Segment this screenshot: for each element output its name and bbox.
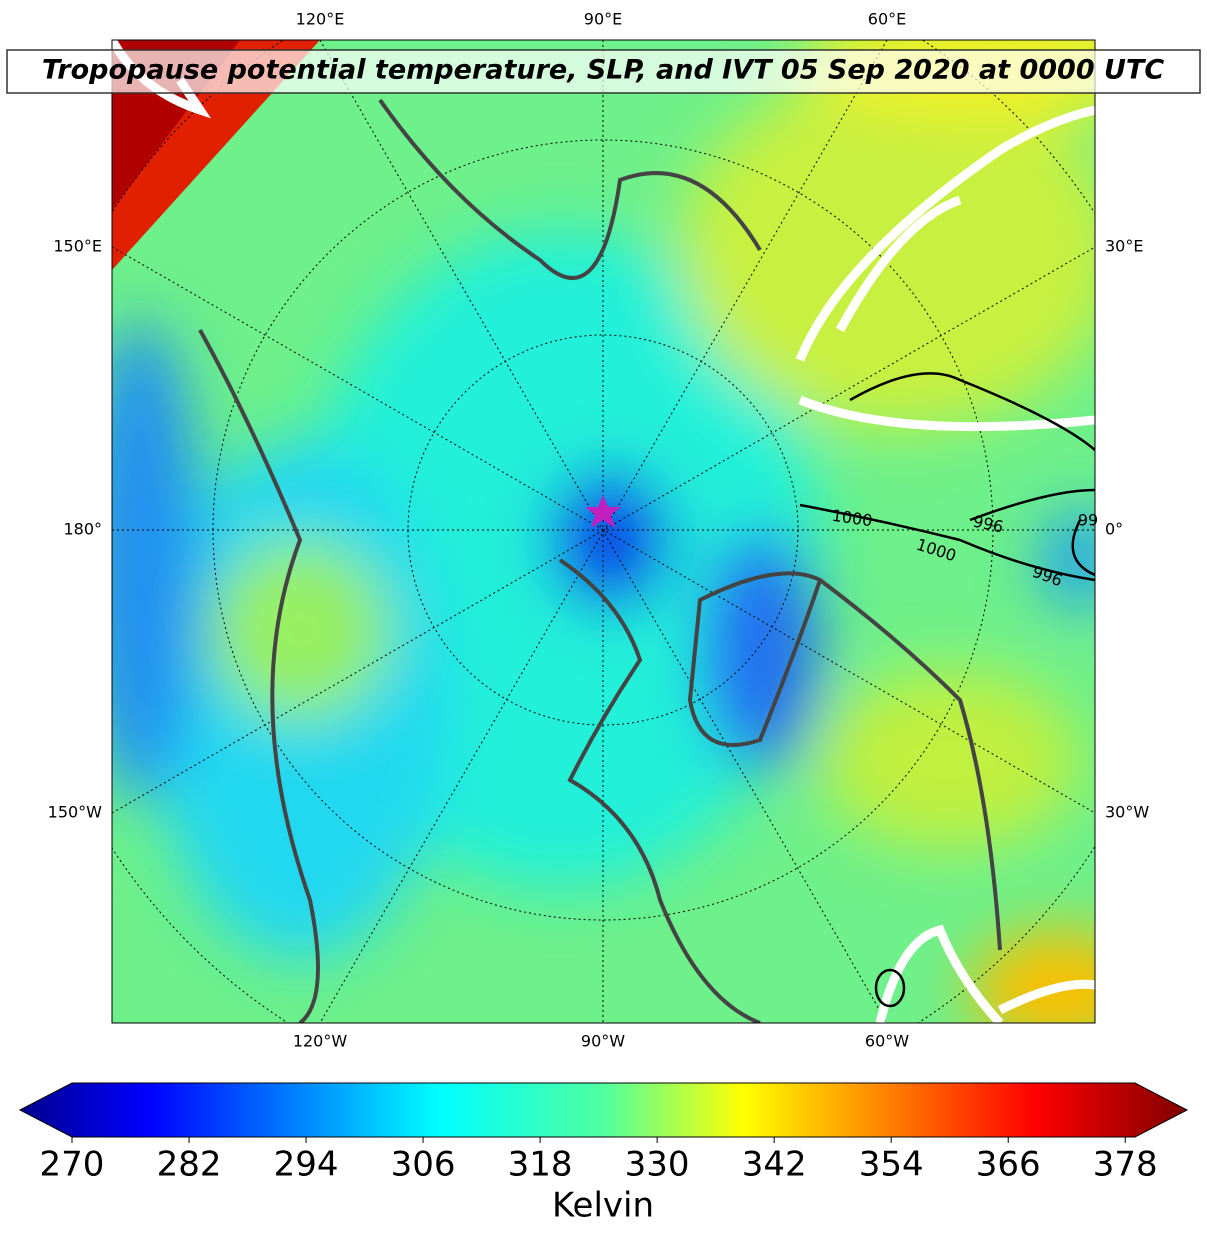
longitude-label: 120°E bbox=[296, 10, 345, 29]
longitude-label: 90°W bbox=[581, 1032, 625, 1051]
colorbar-tick-label: 294 bbox=[274, 1145, 339, 1185]
colorbar: 270 282 294 306 318 330 342 354 366 378 bbox=[18, 1082, 1189, 1185]
longitude-label: 30°W bbox=[1105, 803, 1149, 822]
longitude-label: 120°W bbox=[293, 1032, 348, 1051]
longitude-labels: 120°E 90°E 60°E 120°W 90°W 60°W 150°E 180° 150°W… bbox=[48, 10, 1150, 1051]
longitude-label: 150°E bbox=[53, 237, 102, 256]
longitude-label: 60°W bbox=[865, 1032, 909, 1051]
longitude-label: 30°E bbox=[1105, 237, 1143, 256]
colorbar-tick-label: 342 bbox=[742, 1145, 807, 1185]
map-title: Tropopause potential temperature, SLP, a… bbox=[42, 55, 1165, 86]
longitude-label: 0° bbox=[1105, 520, 1123, 539]
longitude-label: 90°E bbox=[584, 10, 622, 29]
colorbar-tick-label: 282 bbox=[157, 1145, 222, 1185]
colorbar-tick-label: 306 bbox=[391, 1145, 456, 1185]
colorbar-tick-label: 378 bbox=[1093, 1145, 1158, 1185]
colorbar-tick-label: 330 bbox=[625, 1145, 690, 1185]
longitude-label: 180° bbox=[63, 520, 102, 539]
colorbar-tick-label: 318 bbox=[508, 1145, 573, 1185]
colorbar-label: Kelvin bbox=[552, 1186, 654, 1226]
contour-label: 99 bbox=[1078, 511, 1098, 530]
colorbar-tick-label: 366 bbox=[976, 1145, 1041, 1185]
map bbox=[112, 40, 1095, 1023]
longitude-label: 60°E bbox=[868, 10, 906, 29]
colorbar-tick-label: 270 bbox=[40, 1145, 105, 1185]
colorbar-tick-label: 354 bbox=[859, 1145, 924, 1185]
longitude-label: 150°W bbox=[48, 803, 103, 822]
